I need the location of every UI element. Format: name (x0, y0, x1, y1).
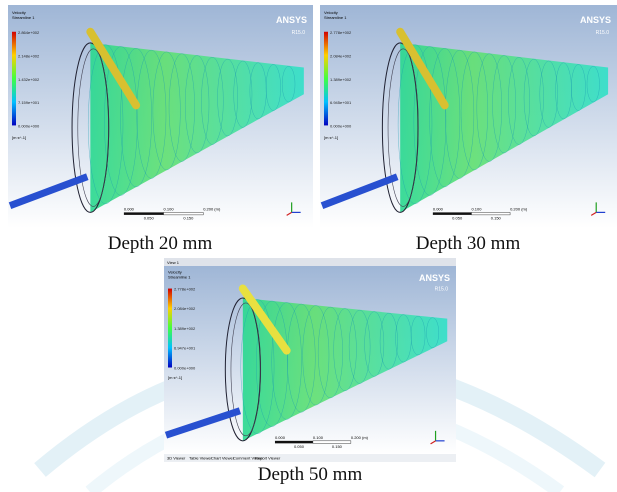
simulation-view: VelocityStreamline 12.864e+0022.148e+002… (8, 5, 313, 228)
scale-label: 0.100 (471, 206, 482, 211)
scale-label: 0.000 (124, 206, 135, 211)
legend-label: 6.947e+001 (174, 346, 196, 351)
scale-label: 0.000 (275, 435, 286, 440)
legend-label: 0.000e+000 (174, 365, 196, 370)
legend-label: 0.000e+000 (18, 124, 40, 129)
legend-label: 1.389e+002 (174, 326, 196, 331)
logo: ANSYS (580, 15, 611, 25)
version: R15.0 (596, 30, 610, 36)
legend-label: 1.389e+002 (330, 77, 352, 82)
caption: Depth 50 mm (230, 464, 390, 486)
viewer-tab[interactable]: Chart Viewer (211, 456, 235, 461)
legend-label: 6.945e+001 (330, 100, 352, 105)
legend-unit: [m s^-1] (12, 135, 26, 140)
scale-label: 0.150 (183, 215, 194, 220)
scale-label: 0.050 (144, 215, 155, 220)
viewer-tab[interactable]: Report Viewer (255, 456, 281, 461)
scale-label: 0.050 (452, 215, 463, 220)
scale-label: 0.150 (491, 215, 502, 220)
legend-title: Streamline 1 (168, 275, 191, 280)
legend-label: 2.084e+002 (174, 306, 196, 311)
scale-label: 0.000 (433, 206, 444, 211)
scale-label: 0.100 (164, 206, 175, 211)
legend-label: 2.148e+002 (18, 53, 40, 58)
version: R15.0 (435, 286, 449, 292)
legend-label: 0.000e+000 (330, 124, 352, 129)
legend-title: Streamline 1 (324, 15, 347, 20)
legend-label: 2.778e+002 (330, 30, 352, 35)
legend-title: Streamline 1 (12, 15, 35, 20)
version: R15.0 (292, 30, 306, 36)
colorbar (168, 289, 172, 368)
legend-label: 1.432e+002 (18, 77, 40, 82)
legend-label: 7.159e+001 (18, 100, 40, 105)
legend-label: 2.084e+002 (330, 53, 352, 58)
caption: Depth 30 mm (388, 233, 548, 255)
legend-unit: [m s^-1] (168, 375, 182, 380)
legend-unit: [m s^-1] (324, 135, 338, 140)
view-tab: View 1 (167, 260, 180, 265)
figure: VelocityStreamline 12.864e+0022.148e+002… (0, 0, 617, 492)
scale-label: 0.100 (313, 435, 324, 440)
scale-label: 0.150 (332, 444, 343, 449)
tab-bar (164, 258, 456, 266)
caption: Depth 20 mm (80, 233, 240, 255)
scale-label: 0.200 (m) (203, 206, 221, 211)
legend-label: 2.864e+002 (18, 30, 40, 35)
colorbar (12, 32, 16, 126)
logo: ANSYS (276, 15, 307, 25)
scale-label: 0.200 (m) (351, 435, 369, 440)
logo: ANSYS (419, 273, 450, 283)
legend-label: 2.778e+002 (174, 286, 196, 291)
viewer-tab[interactable]: 3D Viewer (167, 456, 186, 461)
scale-label: 0.050 (294, 444, 305, 449)
scale-label: 0.200 (m) (510, 206, 528, 211)
colorbar (324, 32, 328, 126)
viewer-tab[interactable]: Table Viewer (189, 456, 212, 461)
